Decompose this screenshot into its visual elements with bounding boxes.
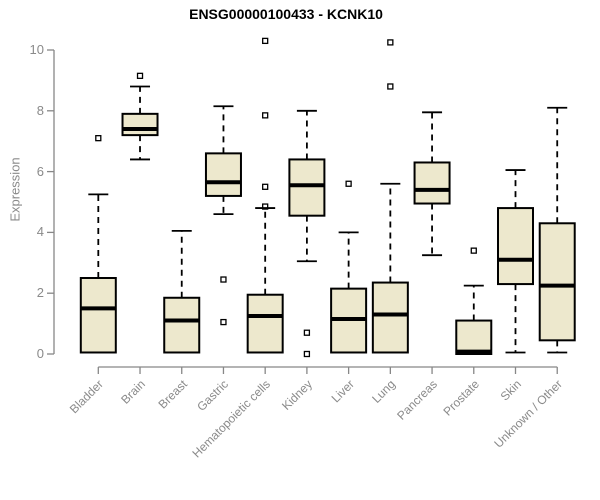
- box-bladder: [79, 277, 117, 354]
- outlier-point-brain: [136, 72, 144, 79]
- outlier-point-hematopoietic-cells: [262, 112, 269, 119]
- outlier-point-bladder: [95, 135, 102, 142]
- y-tick-label: 4: [36, 224, 44, 240]
- box-hematopoietic-cells: [246, 293, 284, 354]
- outlier-point-lung: [387, 39, 394, 46]
- y-tick-label: 2: [36, 285, 44, 301]
- outlier-point-liver: [345, 180, 352, 187]
- box-kidney: [288, 158, 326, 217]
- outlier-point-hematopoietic-cells: [262, 37, 269, 45]
- y-tick-label: 6: [36, 163, 44, 179]
- outlier-point-gastric: [220, 276, 227, 283]
- box-prostate: [455, 319, 493, 355]
- outlier-point-lung: [387, 83, 394, 90]
- box-breast: [163, 296, 201, 354]
- y-tick-label: 10: [29, 42, 44, 57]
- box-lung: [371, 281, 409, 354]
- outlier-point-prostate: [470, 247, 477, 254]
- outlier-point-hematopoietic-cells: [262, 203, 269, 210]
- outlier-point-gastric: [220, 318, 227, 326]
- box-brain: [121, 112, 159, 137]
- y-tick-label: 8: [36, 102, 44, 118]
- outlier-point-kidney: [303, 350, 311, 358]
- box-unknown-other: [538, 222, 576, 342]
- chart-title: ENSG00000100433 - KCNK10: [189, 6, 383, 22]
- box-gastric: [204, 152, 242, 197]
- outlier-point-hematopoietic-cells: [262, 183, 269, 190]
- y-tick-label: 0: [36, 346, 44, 361]
- box-skin: [497, 207, 534, 286]
- outlier-point-kidney: [303, 329, 311, 336]
- box-pancreas: [413, 161, 451, 205]
